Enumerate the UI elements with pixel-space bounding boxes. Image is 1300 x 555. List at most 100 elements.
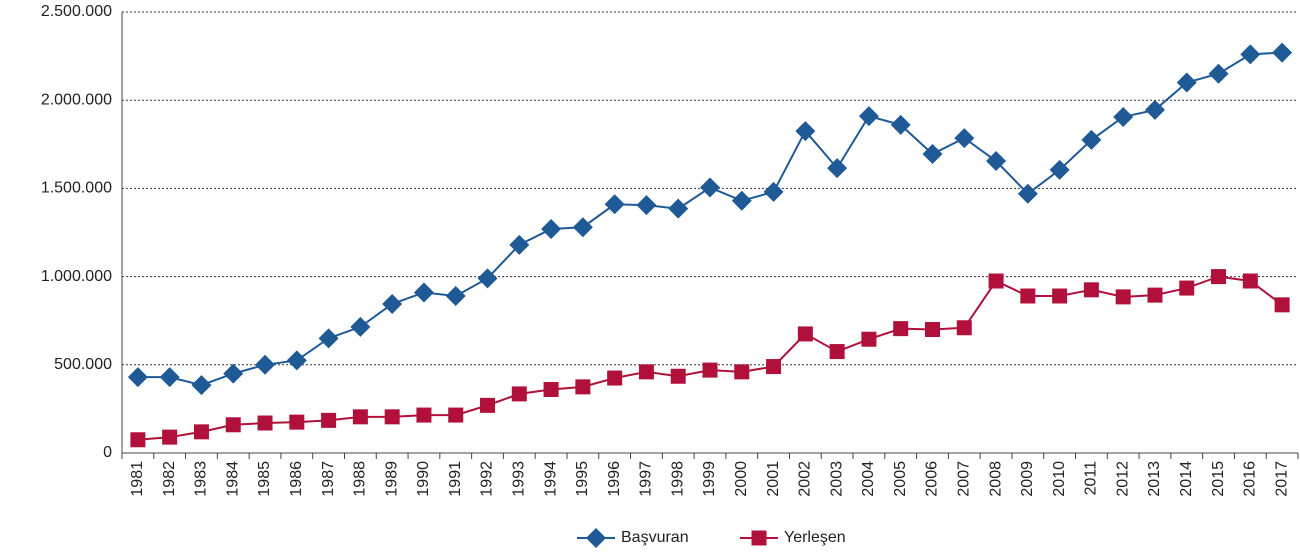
- y-tick-label: 2.000.000: [41, 91, 112, 108]
- x-tick-label: 1985: [256, 461, 273, 497]
- data-point: [191, 375, 212, 396]
- data-point: [795, 121, 816, 142]
- data-point: [318, 328, 339, 349]
- data-point: [1274, 297, 1290, 313]
- x-tick-label: 2016: [1242, 461, 1259, 497]
- data-point: [1049, 159, 1070, 180]
- data-point: [477, 268, 498, 289]
- x-tick-label: 2010: [1051, 461, 1068, 497]
- data-point: [289, 414, 305, 430]
- x-tick-label: 2013: [1146, 461, 1163, 497]
- data-point: [638, 364, 654, 380]
- data-point: [700, 177, 720, 198]
- data-point: [321, 412, 337, 428]
- y-tick-label: 1.500.000: [41, 180, 112, 197]
- x-tick-label: 2006: [924, 461, 941, 497]
- x-tick-label: 1997: [638, 461, 655, 497]
- x-tick-label: 1988: [352, 461, 369, 497]
- data-point: [607, 370, 623, 386]
- y-tick-label: 0: [103, 444, 112, 461]
- data-point: [445, 286, 466, 307]
- x-tick-label: 1993: [511, 461, 528, 497]
- data-point: [193, 424, 209, 440]
- data-point: [255, 354, 276, 375]
- data-point: [1272, 42, 1293, 63]
- data-point: [861, 331, 877, 347]
- data-point: [352, 409, 368, 425]
- data-point: [734, 364, 750, 380]
- data-point: [670, 368, 686, 384]
- legend-marker: [751, 530, 767, 546]
- data-point: [1240, 44, 1261, 65]
- data-point: [922, 144, 943, 165]
- data-point: [1147, 287, 1163, 303]
- data-point: [986, 151, 1007, 172]
- x-tick-label: 2015: [1210, 461, 1227, 497]
- data-point: [448, 407, 464, 423]
- data-point: [223, 363, 244, 384]
- data-point: [1113, 106, 1134, 127]
- data-point: [954, 128, 975, 149]
- data-point: [225, 417, 241, 433]
- data-point: [509, 234, 530, 255]
- data-point: [890, 114, 911, 135]
- data-point: [416, 407, 432, 423]
- x-tick-label: 2009: [1019, 461, 1036, 497]
- data-point: [1242, 273, 1258, 289]
- data-point: [480, 397, 496, 413]
- x-tick-label: 2008: [987, 461, 1004, 497]
- y-tick-label: 1.000.000: [41, 268, 112, 285]
- data-point: [384, 409, 400, 425]
- data-point: [1020, 288, 1036, 304]
- x-tick-label: 1989: [383, 461, 400, 497]
- data-point: [636, 195, 657, 216]
- data-point: [1179, 280, 1195, 296]
- data-point: [286, 350, 307, 371]
- data-point: [858, 106, 879, 127]
- x-tick-label: 1995: [574, 461, 591, 497]
- x-tick-label: 2004: [860, 461, 877, 497]
- legend-marker: [586, 528, 606, 548]
- data-point: [702, 362, 718, 378]
- data-point: [127, 367, 148, 388]
- data-point: [1211, 269, 1227, 285]
- series-line: [137, 51, 1283, 387]
- x-tick-label: 1986: [288, 461, 305, 497]
- legend-label: Yerleşen: [784, 529, 846, 546]
- x-tick-label: 1999: [701, 461, 718, 497]
- series-line: [137, 275, 1283, 441]
- data-point: [893, 321, 909, 337]
- data-point: [543, 381, 559, 397]
- x-tick-label: 1991: [447, 461, 464, 497]
- data-point: [575, 379, 591, 395]
- data-point: [541, 218, 562, 239]
- x-tick-label: 1987: [320, 461, 337, 497]
- data-point: [668, 198, 689, 219]
- y-tick-label: 500.000: [54, 356, 112, 373]
- x-tick-label: 1984: [224, 461, 241, 497]
- data-point: [604, 194, 625, 215]
- data-point: [797, 326, 813, 342]
- x-tick-label: 1992: [479, 461, 496, 497]
- x-tick-label: 2017: [1273, 461, 1290, 497]
- data-point: [924, 322, 940, 338]
- data-point: [1052, 288, 1068, 304]
- data-point: [382, 293, 403, 314]
- x-tick-label: 1994: [542, 461, 559, 497]
- x-tick-label: 2002: [797, 461, 814, 497]
- x-tick-label: 2001: [765, 461, 782, 497]
- x-tick-label: 1983: [193, 461, 210, 497]
- x-tick-label: 2005: [892, 461, 909, 497]
- data-point: [1017, 183, 1038, 204]
- legend-label: Başvuran: [621, 529, 689, 546]
- x-tick-label: 2003: [828, 461, 845, 497]
- x-tick-label: 1998: [669, 461, 686, 497]
- data-point: [511, 386, 527, 402]
- data-point: [159, 367, 180, 388]
- data-point: [731, 190, 752, 211]
- data-point: [350, 316, 371, 337]
- data-point: [1115, 289, 1131, 305]
- x-tick-label: 1982: [161, 461, 178, 497]
- x-tick-label: 1996: [606, 461, 623, 497]
- x-tick-label: 1990: [415, 461, 432, 497]
